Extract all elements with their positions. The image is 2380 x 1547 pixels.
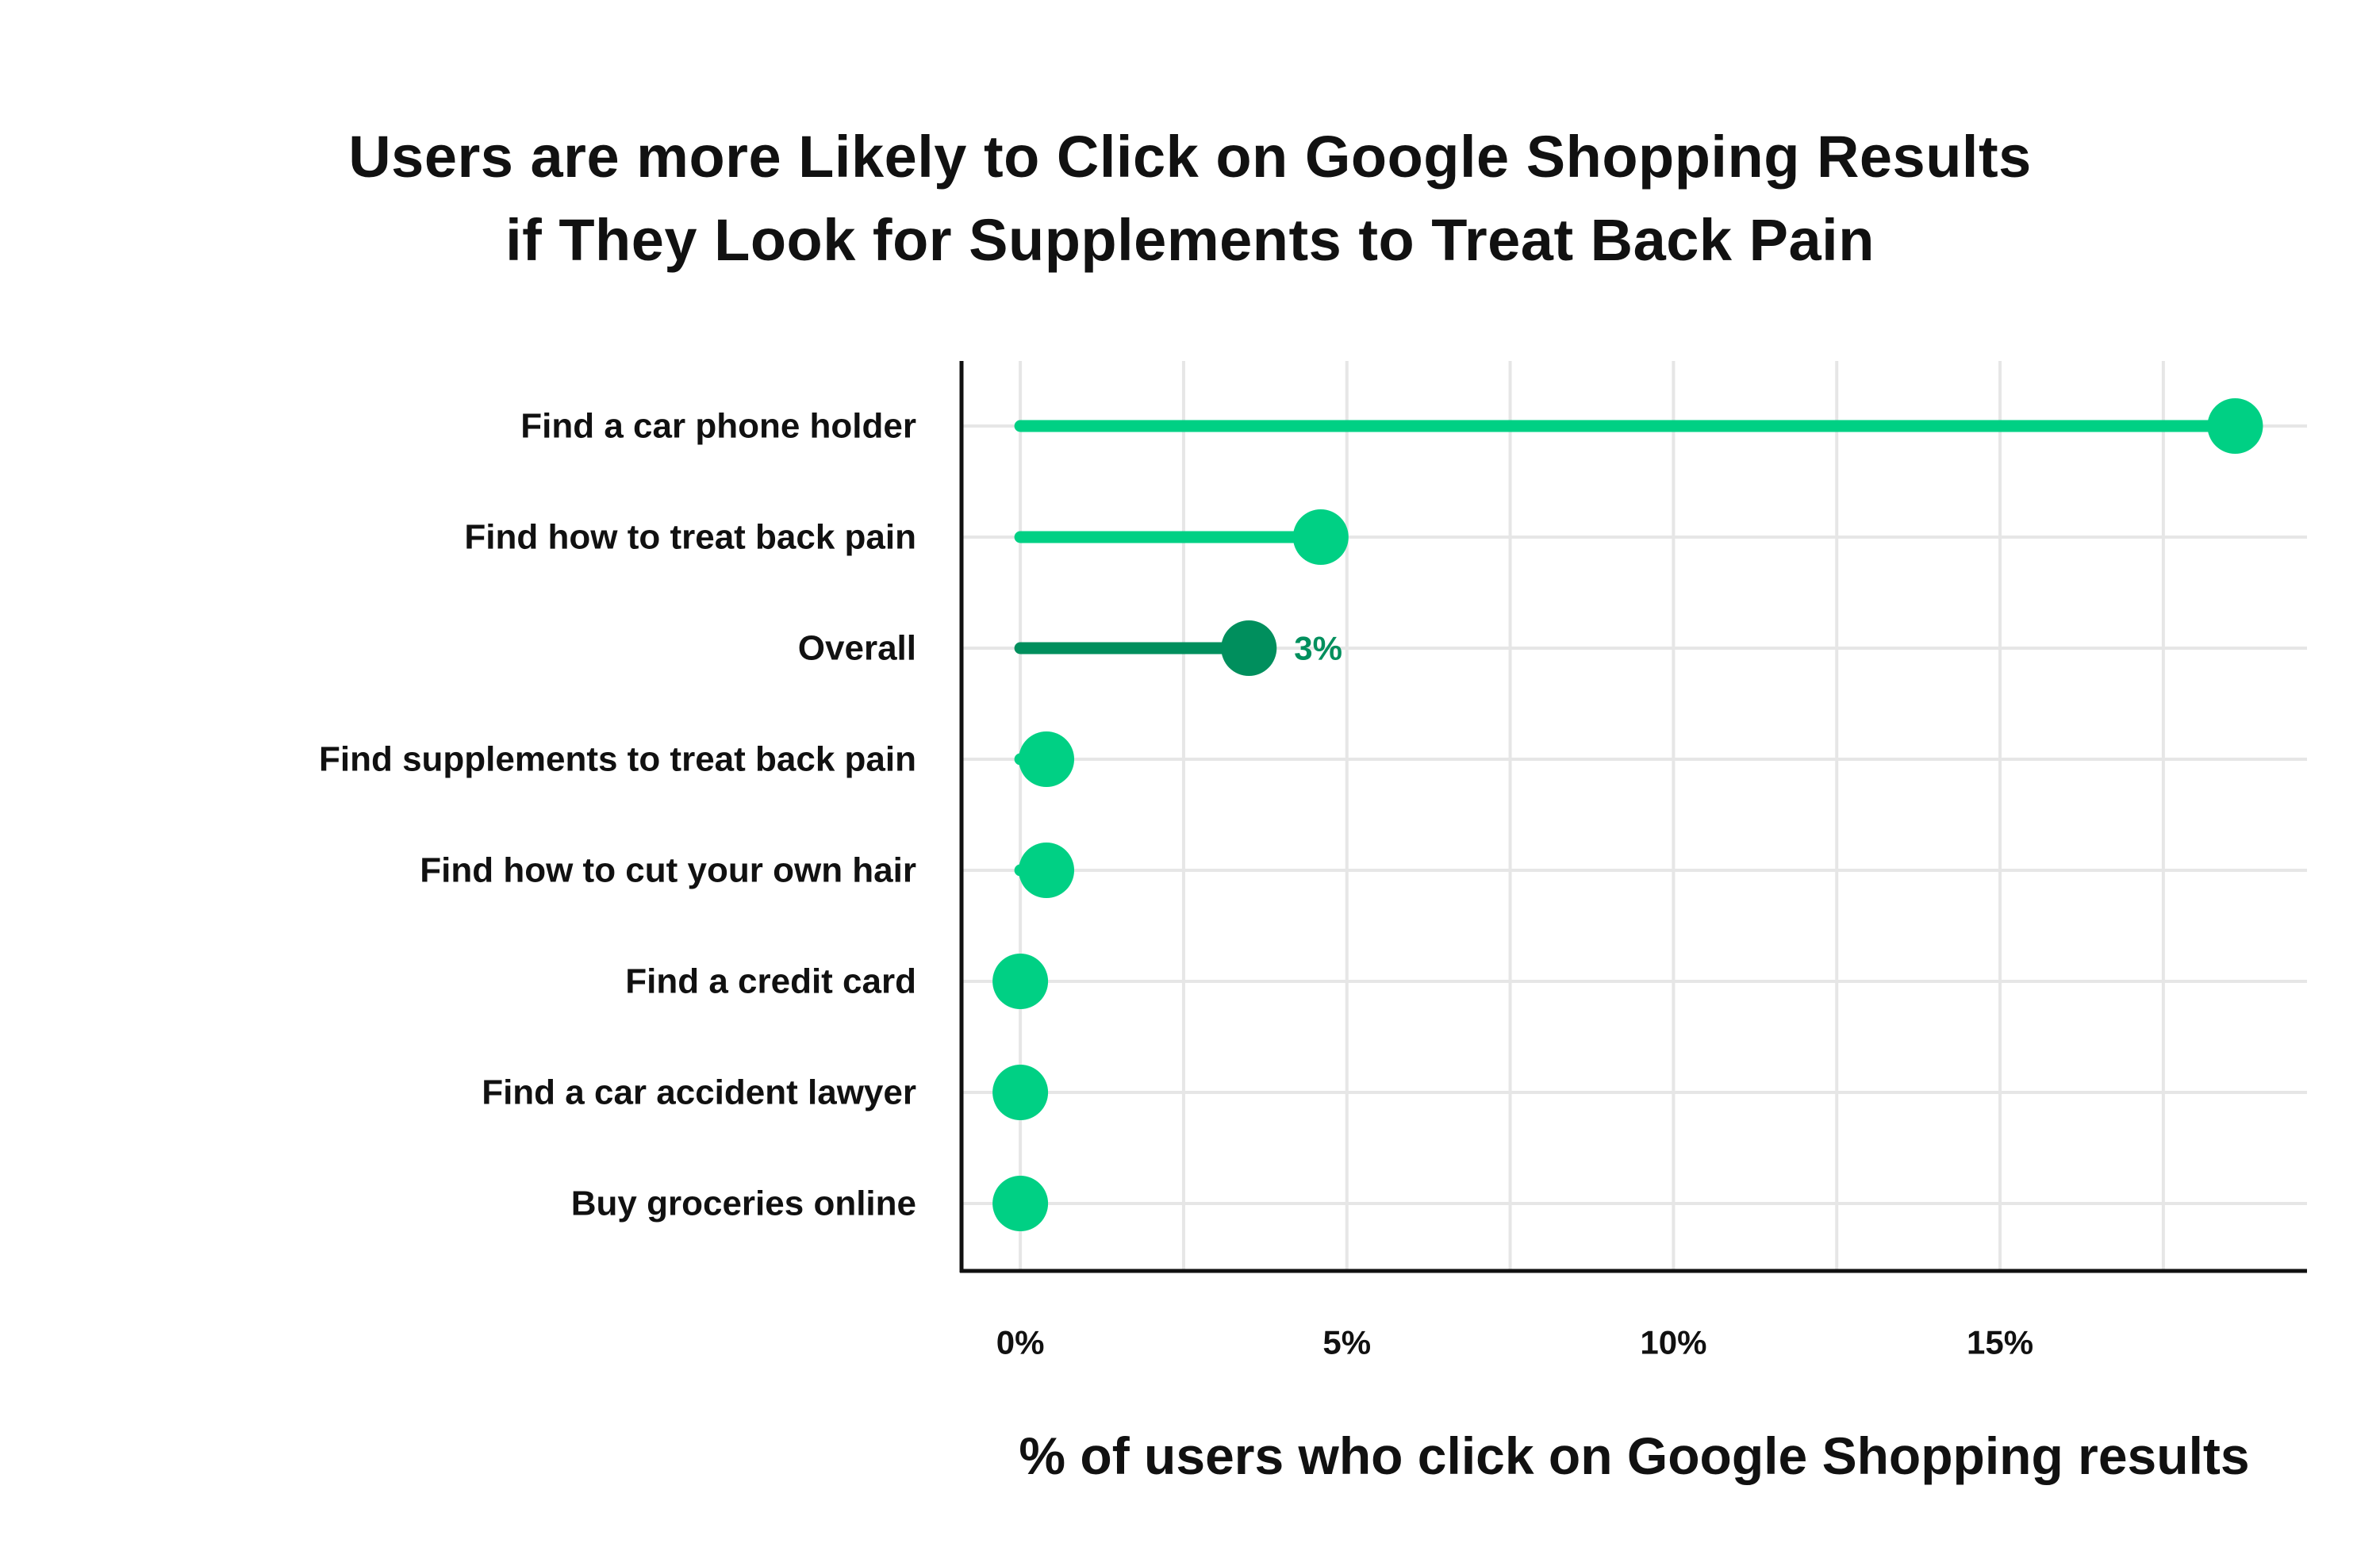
axis-layer: [959, 361, 2307, 1273]
category-label: Buy groceries online: [571, 1184, 916, 1223]
category-label: Find supplements to treat back pain: [319, 740, 916, 779]
x-tick-label: 10%: [1640, 1324, 1706, 1361]
value-label: 3%: [1294, 630, 1342, 667]
dot-layer: [992, 398, 2263, 1231]
label-layer: Find a car phone holder Find how to treat…: [319, 407, 2250, 1486]
category-label: Find a car phone holder: [520, 407, 916, 446]
category-label: Overall: [798, 629, 916, 668]
chart-title: Users are more Likely to Click on Google…: [0, 115, 2380, 282]
lollipop-dot-find-how-to-cut-your-own-hair: [1019, 843, 1075, 898]
lollipop-dot-find-a-car-phone-holder: [2207, 398, 2263, 454]
x-tick-label: 5%: [1322, 1324, 1371, 1361]
category-label: Find how to treat back pain: [464, 518, 916, 557]
lollipop-dot-find-how-to-treat-back-pain: [1292, 509, 1349, 565]
category-label: Find a car accident lawyer: [482, 1073, 916, 1112]
lollipop-dot-find-a-car-accident-lawyer: [992, 1065, 1049, 1120]
chart-title-line-2: if They Look for Supplements to Treat Ba…: [505, 207, 1875, 273]
category-label: Find a credit card: [625, 962, 916, 1001]
x-tick-label: 0%: [996, 1324, 1045, 1361]
lollipop-dot-find-a-credit-card: [992, 954, 1049, 1009]
chart-title-line-1: Users are more Likely to Click on Google…: [348, 124, 2032, 190]
category-label: Find how to cut your own hair: [420, 851, 916, 890]
x-tick-label: 15%: [1967, 1324, 2033, 1361]
lollipop-dot-find-supplements-to-treat-back-pain: [1019, 731, 1075, 787]
lollipop-dot-overall: [1221, 620, 1277, 676]
x-axis-title: % of users who click on Google Shopping …: [1019, 1426, 2249, 1485]
lollipop-dot-buy-groceries-online: [992, 1176, 1049, 1231]
grid-layer: [962, 361, 2307, 1271]
